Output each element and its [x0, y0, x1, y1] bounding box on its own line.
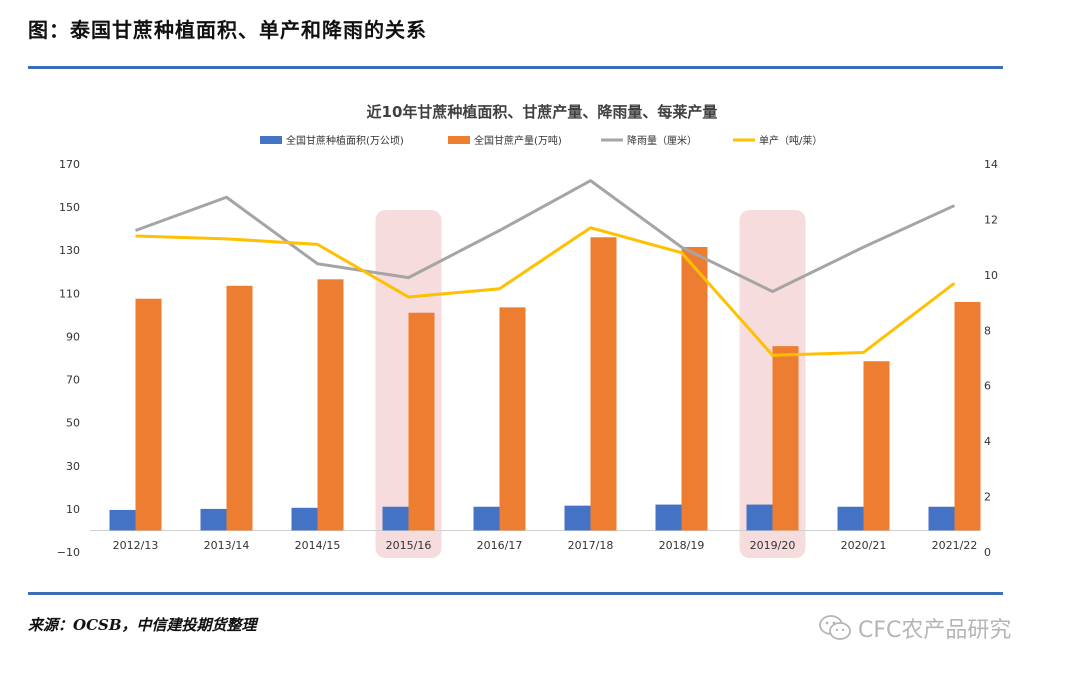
- legend: 全国甘蔗种植面积(万公顷) 全国甘蔗产量(万吨) 降雨量（厘米） 单产（吨/莱）: [260, 134, 822, 147]
- x-tick-label: 2016/17: [477, 539, 523, 552]
- bar-area-2015-16: [382, 506, 409, 531]
- legend-label: 全国甘蔗产量(万吨): [474, 134, 562, 147]
- bar-area-2013-14: [200, 508, 227, 531]
- bar-production-2021-22: [954, 301, 981, 531]
- x-tick-label: 2013/14: [204, 539, 250, 552]
- x-tick-label: 2018/19: [659, 539, 705, 552]
- bar-production-2016-17: [499, 307, 526, 531]
- bar-production-2017-18: [590, 237, 617, 531]
- left-tick-label: 170: [59, 158, 80, 171]
- bar-production-2020-21: [863, 361, 890, 531]
- watermark: CFC农产品研究: [818, 612, 1011, 644]
- right-tick-label: 10: [984, 269, 998, 282]
- bar-production-2019-20: [772, 346, 799, 531]
- wechat-icon: [819, 615, 851, 640]
- x-tick-label: 2021/22: [932, 539, 978, 552]
- legend-swatch: [260, 136, 282, 144]
- watermark-text: CFC农产品研究: [858, 618, 1012, 643]
- bar-area-2020-21: [837, 506, 864, 531]
- source-note: 来源：OCSB，中信建投期货整理: [28, 616, 257, 634]
- right-tick-label: 14: [984, 158, 998, 171]
- left-tick-label: 10: [66, 503, 80, 516]
- right-tick-label: 0: [984, 546, 991, 559]
- left-tick-label: 70: [66, 374, 80, 387]
- bars-layer: [109, 237, 981, 531]
- chart-title: 近10年甘蔗种植面积、甘蔗产量、降雨量、每莱产量: [367, 103, 718, 121]
- legend-label: 降雨量（厘米）: [627, 134, 697, 147]
- bar-area-2021-22: [928, 506, 955, 531]
- bar-production-2012-13: [135, 298, 162, 531]
- right-tick-label: 8: [984, 324, 991, 337]
- legend-swatch: [448, 136, 470, 144]
- x-tick-label: 2012/13: [113, 539, 159, 552]
- left-tick-label: 30: [66, 460, 80, 473]
- right-tick-label: 2: [984, 491, 991, 504]
- bottom-divider: [28, 592, 1003, 595]
- right-tick-label: 12: [984, 213, 998, 226]
- x-axis-labels: 2012/13 2013/14 2014/15 2015/16 2016/17 2017/…: [113, 539, 978, 552]
- left-tick-label: 130: [59, 244, 80, 257]
- legend-label: 全国甘蔗种植面积(万公顷): [286, 134, 404, 147]
- left-axis-ticks: −10 10 30 50 70 90 110 130 150 170: [57, 158, 80, 559]
- x-tick-label: 2019/20: [750, 539, 796, 552]
- chart: 近10年甘蔗种植面积、甘蔗产量、降雨量、每莱产量 全国甘蔗种植面积(万公顷) 全国…: [57, 103, 998, 559]
- bar-area-2018-19: [655, 504, 682, 531]
- bar-area-2016-17: [473, 506, 500, 531]
- bar-production-2013-14: [226, 285, 253, 531]
- right-tick-label: 6: [984, 380, 991, 393]
- top-divider: [28, 66, 1003, 69]
- bar-production-2014-15: [317, 279, 344, 531]
- x-tick-label: 2020/21: [841, 539, 887, 552]
- left-tick-label: 90: [66, 330, 80, 343]
- bar-production-2015-16: [408, 312, 435, 531]
- line-rainfall: [134, 179, 956, 293]
- line-yield: [135, 226, 956, 357]
- right-tick-label: 4: [984, 435, 991, 448]
- bar-area-2017-18: [564, 505, 591, 531]
- lines-layer: [134, 179, 956, 357]
- bar-area-2014-15: [291, 507, 318, 531]
- left-tick-label: −10: [57, 546, 80, 559]
- left-tick-label: 110: [59, 287, 80, 300]
- bar-production-2018-19: [681, 246, 708, 531]
- left-tick-label: 150: [59, 201, 80, 214]
- right-axis-ticks: 0 2 4 6 8 10 12 14: [984, 158, 998, 559]
- x-tick-label: 2017/18: [568, 539, 614, 552]
- x-tick-label: 2015/16: [386, 539, 432, 552]
- bar-area-2012-13: [109, 509, 136, 531]
- x-tick-label: 2014/15: [295, 539, 341, 552]
- left-tick-label: 50: [66, 417, 80, 430]
- legend-label: 单产（吨/莱）: [759, 134, 822, 147]
- bar-area-2019-20: [746, 504, 773, 531]
- page-title: 图：泰国甘蔗种植面积、单产和降雨的关系: [28, 18, 427, 42]
